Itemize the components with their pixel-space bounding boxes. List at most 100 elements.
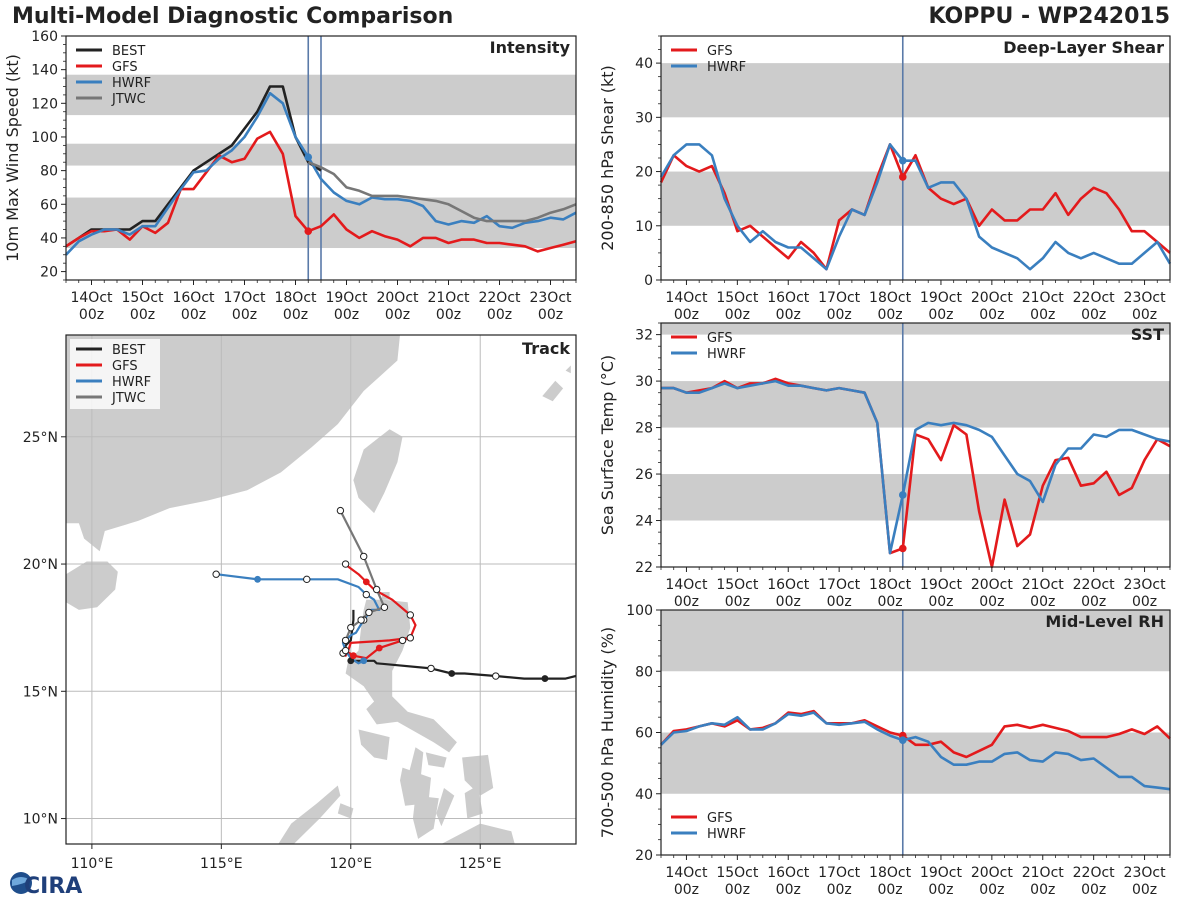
x-tick-label-date: 18Oct xyxy=(274,290,317,306)
series-hwrf-line xyxy=(660,711,1171,791)
series-hwrf-line xyxy=(659,143,1172,271)
y-tick-label: 32 xyxy=(635,328,653,344)
x-tick-label-date: 18Oct xyxy=(869,577,912,593)
track-best xyxy=(344,609,576,680)
x-tick-label-date: 19Oct xyxy=(920,865,963,881)
x-tick-label-date: 17Oct xyxy=(818,577,861,593)
y-tick-label: 20 xyxy=(40,265,58,281)
okinawa xyxy=(542,380,564,402)
legend-label-gfs: GFS xyxy=(707,44,733,59)
x-tick-label-hour: 00z xyxy=(1081,882,1106,898)
lat-label: 15°N xyxy=(23,684,58,700)
amami xyxy=(565,365,571,374)
x-tick-label-hour: 00z xyxy=(1081,307,1106,323)
track-point-open xyxy=(492,672,500,680)
x-tick-label-date: 16Oct xyxy=(767,577,810,593)
lat-label: 20°N xyxy=(23,557,58,573)
legend-label-best: BEST xyxy=(112,343,145,358)
y-tick-label: 100 xyxy=(626,603,653,619)
y-tick-label: 120 xyxy=(31,96,58,112)
panel-shear: 01020304014Oct00z15Oct00z16Oct00z17Oct00… xyxy=(598,35,1172,323)
track-point-open xyxy=(427,664,435,673)
x-tick-label-hour: 00z xyxy=(776,594,801,610)
x-tick-label-date: 21Oct xyxy=(1022,865,1065,881)
x-tick-label-hour: 00z xyxy=(1132,594,1157,610)
legend-label-gfs: GFS xyxy=(112,60,138,75)
series-hwrf-line xyxy=(661,379,1171,555)
x-tick-label-hour: 00z xyxy=(725,307,750,323)
legend-label-hwrf: HWRF xyxy=(707,827,746,842)
y-tick-label: 60 xyxy=(635,726,653,742)
taiwan xyxy=(353,429,403,514)
panel-title: Deep-Layer Shear xyxy=(1003,38,1164,57)
x-tick-label-hour: 00z xyxy=(827,882,852,898)
x-tick-label-date: 16Oct xyxy=(767,290,810,306)
x-tick-label-hour: 00z xyxy=(928,882,953,898)
x-tick-label-date: 17Oct xyxy=(818,865,861,881)
x-tick-label-hour: 00z xyxy=(776,882,801,898)
luzon xyxy=(345,599,457,753)
x-tick-label-hour: 00z xyxy=(827,307,852,323)
track-point-filled xyxy=(360,657,368,665)
legend-label-hwrf: HWRF xyxy=(112,375,151,390)
y-tick-label: 40 xyxy=(40,231,58,247)
marker-gfs xyxy=(304,227,313,235)
x-tick-label-date: 23Oct xyxy=(1124,290,1167,306)
x-tick-label-date: 21Oct xyxy=(427,290,470,306)
legend-label-jtwc: JTWC xyxy=(111,92,146,107)
marker-hwrf xyxy=(304,153,313,161)
x-tick-label-hour: 00z xyxy=(674,882,699,898)
marker-hwrf xyxy=(898,736,907,744)
palawan xyxy=(278,785,341,844)
y-tick-label: 40 xyxy=(635,787,653,803)
lat-label: 25°N xyxy=(23,430,58,446)
x-tick-label-hour: 00z xyxy=(877,307,902,323)
y-tick-label: 40 xyxy=(635,56,653,72)
x-tick-label-hour: 00z xyxy=(979,594,1004,610)
x-tick-label-hour: 00z xyxy=(674,307,699,323)
x-tick-label-hour: 00z xyxy=(487,307,512,323)
panel-rh: 2040608010014Oct00z15Oct00z16Oct00z17Oct… xyxy=(598,603,1171,898)
y-axis-label: 700-500 hPa Humidity (%) xyxy=(598,627,617,838)
x-tick-label-date: 22Oct xyxy=(478,290,521,306)
map-layer xyxy=(66,335,576,844)
x-tick-label-date: 22Oct xyxy=(1073,290,1116,306)
x-tick-label-hour: 00z xyxy=(232,307,257,323)
track-point-open xyxy=(372,585,381,594)
y-tick-label: 24 xyxy=(635,514,653,530)
legend-label-jtwc: JTWC xyxy=(111,391,146,406)
track-point-filled xyxy=(448,670,456,677)
x-tick-label-date: 15Oct xyxy=(716,865,759,881)
x-tick-label-hour: 00z xyxy=(181,307,206,323)
storm-id: KOPPU - WP242015 xyxy=(928,4,1170,29)
x-tick-label-date: 16Oct xyxy=(172,290,215,306)
x-tick-label-hour: 00z xyxy=(1030,882,1055,898)
panel-title: Mid-Level RH xyxy=(1045,612,1164,631)
x-tick-label-date: 14Oct xyxy=(665,290,708,306)
track-point-open xyxy=(365,608,373,617)
series-gfs-line xyxy=(659,143,1171,271)
x-tick-label-hour: 00z xyxy=(79,307,104,323)
y-tick-label: 60 xyxy=(40,197,58,213)
x-tick-label-date: 23Oct xyxy=(1124,865,1167,881)
x-tick-label-date: 19Oct xyxy=(920,290,963,306)
legend-label-gfs: GFS xyxy=(112,359,138,374)
track-point-open xyxy=(341,646,350,655)
track-point-filled xyxy=(347,657,355,665)
masbate xyxy=(425,752,447,768)
track-point-filled xyxy=(362,578,370,586)
y-tick-label: 10 xyxy=(635,219,653,235)
lon-label: 110°E xyxy=(71,856,114,872)
legend-label-best: BEST xyxy=(112,44,145,59)
y-tick-label: 28 xyxy=(635,421,653,437)
x-tick-label-date: 14Oct xyxy=(665,577,708,593)
x-tick-label-date: 19Oct xyxy=(920,577,963,593)
y-tick-label: 26 xyxy=(635,467,653,483)
x-tick-label-date: 21Oct xyxy=(1022,290,1065,306)
threshold-band xyxy=(661,381,1170,428)
x-tick-label-hour: 00z xyxy=(538,307,563,323)
threshold-band xyxy=(661,171,1170,226)
track-point-open xyxy=(406,634,415,642)
x-tick-label-hour: 00z xyxy=(877,882,902,898)
